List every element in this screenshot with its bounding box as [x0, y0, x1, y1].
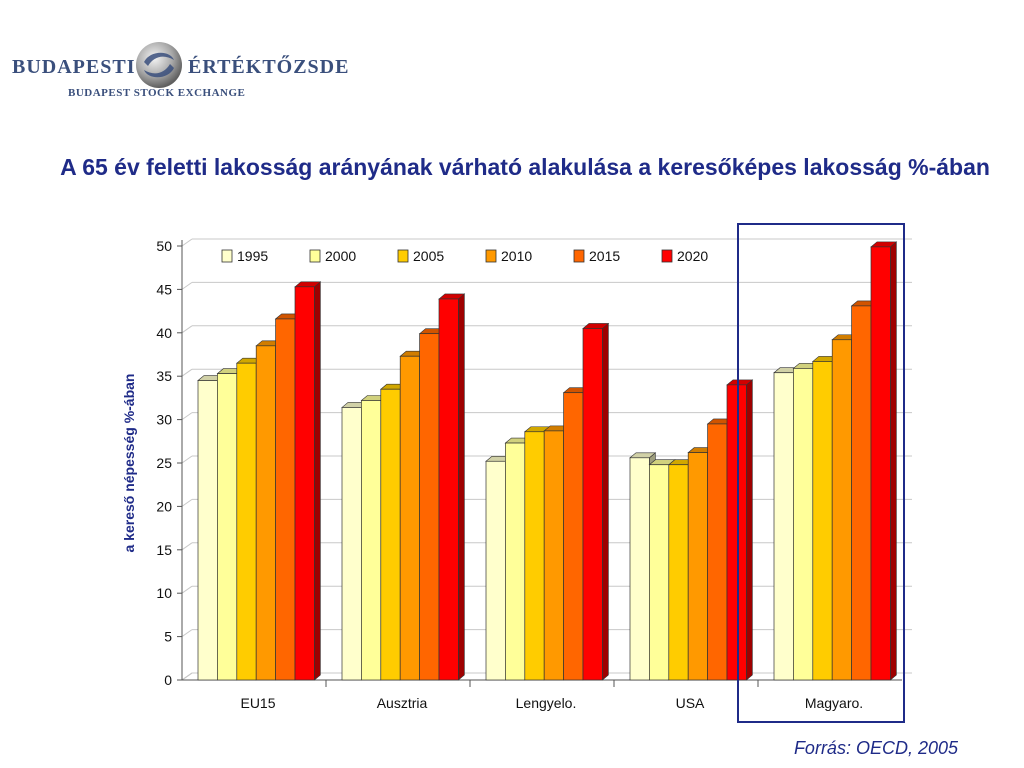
bar-front	[341, 407, 362, 681]
bar-side	[458, 293, 465, 681]
legend-swatch	[397, 249, 409, 263]
gridline-side	[181, 455, 193, 464]
y-tick-label: 30	[156, 412, 172, 428]
bar-group-ausztria	[341, 293, 466, 681]
logo-sub-text: BUDAPEST STOCK EXCHANGE	[68, 87, 246, 99]
bar-front	[851, 305, 872, 681]
bar	[726, 379, 754, 681]
x-tick-label: USA	[676, 695, 705, 711]
bar-front	[707, 423, 728, 681]
bse-swirl-icon	[136, 42, 182, 88]
legend-label: 2015	[589, 248, 620, 264]
y-tick-label: 40	[156, 325, 172, 341]
bar	[870, 241, 898, 681]
chart-title: A 65 év feletti lakosság arányának várha…	[60, 154, 990, 180]
gridline-side	[181, 585, 193, 594]
bar-front	[485, 460, 506, 681]
bar-front	[275, 318, 296, 681]
highlight-box	[737, 223, 905, 723]
bar-front	[649, 464, 670, 681]
bar-front	[524, 431, 545, 681]
logo-left-text: BUDAPESTI	[12, 56, 136, 78]
gridline-side	[181, 629, 193, 638]
y-tick-label: 10	[156, 585, 172, 601]
legend: 1995 2000 2005 2010 2015 2020	[221, 248, 708, 264]
bar-front	[361, 400, 382, 681]
bar-front	[668, 464, 689, 681]
gridline-side	[181, 542, 193, 551]
bar-front	[582, 328, 603, 681]
y-tick-label: 25	[156, 455, 172, 471]
bar-front	[399, 355, 420, 681]
bar-front	[543, 430, 564, 681]
bar	[294, 281, 322, 681]
gridline-side	[181, 238, 193, 247]
bar-front	[255, 345, 276, 681]
x-tick-label: Magyaro.	[805, 695, 863, 711]
bar-front	[870, 246, 891, 681]
bar-group-magyaro-	[773, 241, 898, 681]
bar-front	[629, 457, 650, 681]
bar-side	[314, 281, 321, 681]
legend-label: 1995	[237, 248, 268, 264]
legend-swatch	[309, 249, 321, 263]
bar-front	[726, 384, 747, 681]
bar-front	[687, 452, 708, 681]
bar-front	[419, 333, 440, 681]
y-tick-label: 50	[156, 238, 172, 254]
bar-front	[563, 392, 584, 681]
x-tick-label: Lengyelo.	[516, 695, 577, 711]
gridline-side	[181, 498, 193, 507]
legend-label: 2020	[677, 248, 708, 264]
y-tick-label: 0	[164, 672, 172, 688]
gridline-side	[181, 672, 193, 681]
logo-right-text: ÉRTÉKTŐZSDE	[188, 56, 350, 78]
legend-swatch	[573, 249, 585, 263]
logo: BUDAPESTI ÉRTÉKTŐZSDE BUDAPEST STOCK EXC…	[10, 36, 348, 108]
gridline-side	[181, 368, 193, 377]
bar-front	[236, 362, 257, 681]
source-note: Forrás: OECD, 2005	[793, 738, 958, 758]
bar-group-lengyelo-	[485, 322, 610, 681]
legend-swatch	[661, 249, 673, 263]
y-tick-label: 20	[156, 498, 172, 514]
y-tick-label: 15	[156, 542, 172, 558]
legend-label: 2005	[413, 248, 444, 264]
x-tick-label: EU15	[240, 695, 275, 711]
y-tick-label: 45	[156, 281, 172, 297]
bar-front	[812, 361, 833, 681]
x-tick-label: Ausztria	[377, 695, 428, 711]
bar-front	[438, 298, 459, 681]
gridline-side	[181, 325, 193, 334]
bar-front	[197, 380, 218, 681]
legend-swatch	[485, 249, 497, 263]
bar-front	[217, 373, 238, 681]
legend-label: 2010	[501, 248, 532, 264]
y-tick-label: 5	[164, 629, 172, 645]
y-tick-label: 35	[156, 368, 172, 384]
bar-side	[890, 241, 897, 681]
bar	[582, 322, 610, 681]
bar	[438, 293, 466, 681]
bar-side	[602, 322, 609, 681]
bar-front	[505, 442, 526, 681]
gridline-side	[181, 281, 193, 290]
bar-front	[773, 372, 794, 681]
bar-side	[746, 379, 753, 681]
bar-group-eu15	[197, 281, 322, 681]
legend-swatch	[221, 249, 233, 263]
bar-front	[294, 286, 315, 681]
bar-group-usa	[629, 379, 754, 681]
bar-front	[380, 388, 401, 681]
bar-front	[831, 339, 852, 681]
legend-label: 2000	[325, 248, 356, 264]
gridline-side	[181, 412, 193, 421]
bar-front	[793, 368, 814, 681]
